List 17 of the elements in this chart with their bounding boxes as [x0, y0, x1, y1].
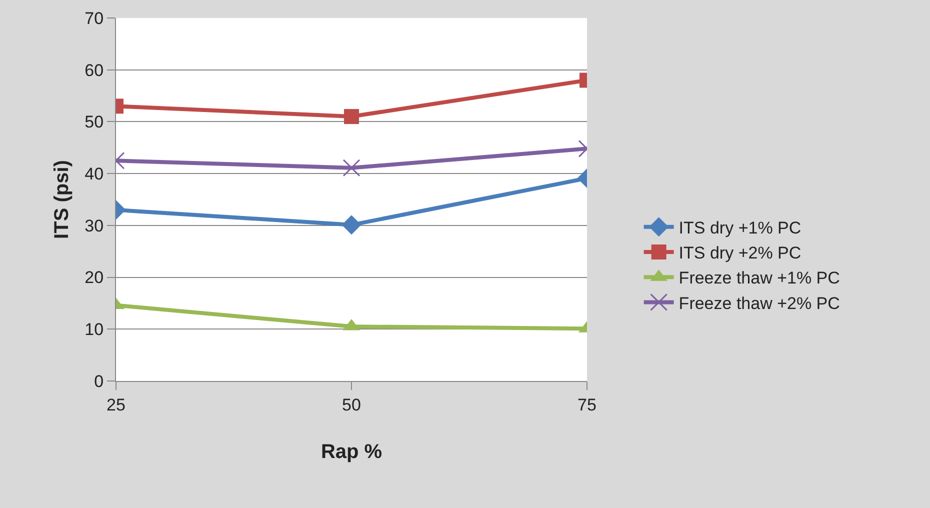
- y-tick-label: 10: [84, 320, 104, 340]
- y-tick-label: 70: [84, 8, 104, 28]
- legend-label: Freeze thaw +1% PC: [678, 268, 840, 288]
- legend-label: ITS dry +2% PC: [678, 244, 802, 263]
- x-tick-label: 75: [578, 395, 596, 414]
- y-tick-label: 40: [84, 164, 104, 184]
- y-tick-label: 50: [84, 112, 104, 132]
- y-tick-label: 0: [94, 372, 104, 391]
- legend-label: ITS dry +1% PC: [678, 218, 802, 238]
- x-tick-label: 50: [342, 395, 361, 414]
- x-tick-label: 25: [106, 395, 126, 414]
- x-axis-title: Rap %: [320, 440, 382, 463]
- y-tick-label: 30: [84, 216, 104, 236]
- legend-label: Freeze thaw +2% PC: [678, 294, 840, 313]
- y-tick-label: 60: [84, 60, 104, 80]
- y-tick-label: 20: [84, 268, 104, 288]
- y-axis-title: ITS (psi): [51, 160, 74, 239]
